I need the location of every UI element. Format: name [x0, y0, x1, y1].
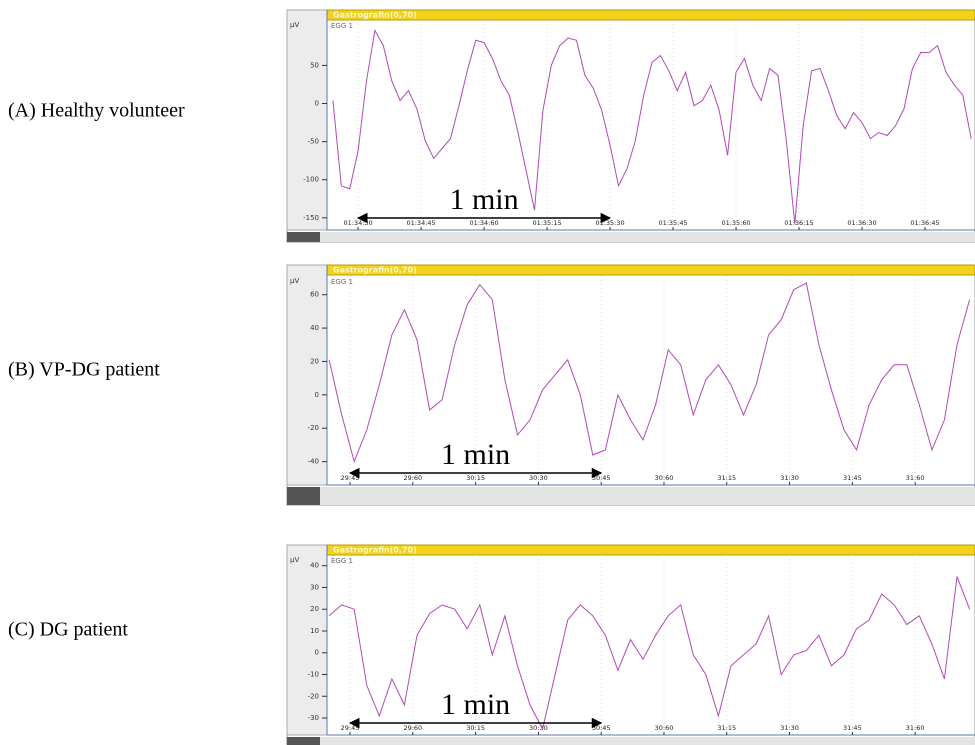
- channel-label: EGG 1: [331, 557, 353, 565]
- y-tick-label: 20: [310, 357, 319, 365]
- y-tick-label: 40: [310, 324, 319, 332]
- y-unit: μV: [290, 277, 299, 285]
- y-tick-label: -50: [308, 138, 319, 146]
- x-tick-label: 01:36:15: [784, 219, 813, 227]
- signal-line: [332, 28, 972, 224]
- annotation-text: 1 min: [441, 688, 510, 721]
- y-tick-label: -30: [308, 714, 319, 722]
- scrollbar: [287, 737, 975, 745]
- channel-label: EGG 1: [331, 278, 353, 286]
- y-tick-label: 60: [310, 291, 319, 299]
- y-tick-label: 50: [310, 61, 319, 69]
- x-tick-label: 01:34:60: [469, 219, 498, 227]
- panel-label: (C) DG patient: [8, 619, 128, 641]
- x-tick-label: 30:15: [466, 724, 485, 732]
- y-tick-label: -10: [308, 671, 319, 679]
- x-tick-label: 01:35:15: [532, 219, 561, 227]
- signal-line: [328, 576, 971, 731]
- scrollbar-end: [287, 232, 320, 242]
- x-tick-label: 01:36:45: [910, 219, 939, 227]
- scrollbar: [287, 487, 975, 505]
- x-tick-label: 30:60: [655, 474, 674, 482]
- y-unit: μV: [290, 21, 299, 29]
- y-tick-label: 40: [310, 562, 319, 570]
- panel-frame: [286, 9, 975, 243]
- header-bar: [326, 544, 975, 556]
- annotation-text: 1 min: [449, 183, 518, 216]
- y-axis-strip: [286, 264, 328, 486]
- signal-line: [328, 282, 971, 464]
- y-tick-label: 0: [315, 100, 319, 108]
- x-tick-label: 30:15: [466, 474, 485, 482]
- scrollbar-end: [287, 737, 320, 745]
- header-text: Gastrografin(0,70): [333, 11, 417, 20]
- header-bar: [326, 264, 975, 276]
- x-tick-label: 29:45: [341, 474, 360, 482]
- y-tick-label: -150: [303, 214, 319, 222]
- y-tick-label: 10: [310, 627, 319, 635]
- y-tick-label: -100: [303, 176, 319, 184]
- annotation-text: 1 min: [441, 438, 510, 471]
- x-tick-label: 31:15: [717, 474, 736, 482]
- x-tick-label: 29:60: [403, 474, 422, 482]
- x-tick-label: 30:45: [592, 724, 611, 732]
- panel-frame: [286, 544, 975, 745]
- y-axis-strip: [286, 544, 328, 736]
- x-tick-label: 31:60: [906, 474, 925, 482]
- y-tick-label: 20: [310, 605, 319, 613]
- x-tick-label: 30:30: [529, 474, 548, 482]
- y-tick-label: -20: [308, 692, 319, 700]
- x-tick-label: 01:36:30: [847, 219, 876, 227]
- x-tick-label: 30:60: [655, 724, 674, 732]
- x-tick-label: 31:15: [717, 724, 736, 732]
- x-tick-label: 31:45: [843, 474, 862, 482]
- y-axis-strip: [286, 9, 328, 231]
- y-tick-label: 0: [315, 391, 319, 399]
- scrollbar: [287, 232, 975, 242]
- header-text: Gastrografin(0,70): [333, 546, 417, 555]
- channel-label: EGG 1: [331, 22, 353, 30]
- y-tick-label: 30: [310, 583, 319, 591]
- header-text: Gastrografin(0,70): [333, 266, 417, 275]
- x-tick-label: 01:35:30: [595, 219, 624, 227]
- y-unit: μV: [290, 556, 299, 564]
- x-tick-label: 01:35:60: [721, 219, 750, 227]
- panel-label: (A) Healthy volunteer: [8, 100, 185, 122]
- panel-label: (B) VP-DG patient: [8, 359, 160, 381]
- x-tick-label: 01:34:30: [343, 219, 372, 227]
- x-tick-label: 31:60: [906, 724, 925, 732]
- x-tick-label: 31:30: [780, 724, 799, 732]
- x-tick-label: 30:45: [592, 474, 611, 482]
- x-tick-label: 31:30: [780, 474, 799, 482]
- scrollbar-end: [287, 487, 320, 505]
- y-tick-label: -40: [308, 458, 319, 466]
- header-bar: [326, 9, 975, 21]
- x-tick-label: 30:30: [529, 724, 548, 732]
- y-tick-label: 0: [315, 649, 319, 657]
- x-tick-label: 29:60: [403, 724, 422, 732]
- x-tick-label: 31:45: [843, 724, 862, 732]
- x-tick-label: 01:35:45: [658, 219, 687, 227]
- x-tick-label: 29:45: [341, 724, 360, 732]
- x-tick-label: 01:34:45: [406, 219, 435, 227]
- y-tick-label: -20: [308, 424, 319, 432]
- panel-frame: [286, 264, 975, 506]
